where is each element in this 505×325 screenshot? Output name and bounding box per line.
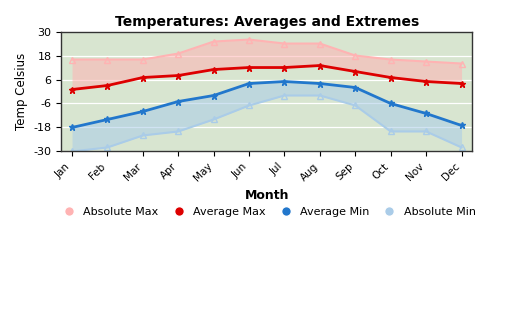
Absolute Min xyxy=(388,130,394,134)
Line: Average Max: Average Max xyxy=(69,62,465,93)
Line: Average Min: Average Min xyxy=(69,78,465,131)
Absolute Min xyxy=(69,150,75,153)
Average Max xyxy=(211,68,217,72)
Absolute Min xyxy=(211,118,217,122)
Absolute Min xyxy=(352,104,359,108)
Absolute Max xyxy=(211,40,217,44)
Absolute Max xyxy=(105,58,111,61)
Absolute Max xyxy=(175,52,181,56)
Average Max xyxy=(140,76,146,80)
Absolute Max xyxy=(69,58,75,61)
Absolute Min xyxy=(317,94,323,98)
Average Min xyxy=(246,82,252,85)
Absolute Min xyxy=(459,146,465,150)
Average Min xyxy=(211,94,217,98)
Average Max xyxy=(175,73,181,77)
Line: Absolute Max: Absolute Max xyxy=(69,37,464,66)
X-axis label: Month: Month xyxy=(244,189,289,202)
Average Max xyxy=(105,84,111,87)
Average Max xyxy=(388,76,394,80)
Average Max xyxy=(423,80,429,84)
Line: Absolute Min: Absolute Min xyxy=(69,93,464,154)
Average Max xyxy=(281,66,287,70)
Absolute Min xyxy=(105,146,111,150)
Average Min xyxy=(317,82,323,85)
Title: Temperatures: Averages and Extremes: Temperatures: Averages and Extremes xyxy=(115,15,419,29)
Absolute Max xyxy=(140,58,146,61)
Average Max xyxy=(317,64,323,68)
Absolute Min xyxy=(423,130,429,134)
Absolute Max xyxy=(246,38,252,42)
Absolute Max xyxy=(281,42,287,46)
Absolute Min xyxy=(281,94,287,98)
Absolute Max xyxy=(388,58,394,61)
Average Min xyxy=(281,80,287,84)
Absolute Max xyxy=(459,61,465,65)
Average Min xyxy=(175,99,181,103)
Average Max xyxy=(69,87,75,91)
Average Min xyxy=(105,118,111,122)
Average Max xyxy=(246,66,252,70)
Average Min xyxy=(69,125,75,129)
Average Min xyxy=(459,124,465,127)
Average Min xyxy=(140,110,146,113)
Absolute Max xyxy=(423,59,429,63)
Absolute Min xyxy=(140,134,146,137)
Legend: Absolute Max, Average Max, Average Min, Absolute Min: Absolute Max, Average Max, Average Min, … xyxy=(53,202,480,221)
Average Min xyxy=(423,111,429,115)
Average Min xyxy=(352,85,359,89)
Absolute Min xyxy=(175,130,181,134)
Absolute Min xyxy=(246,104,252,108)
Y-axis label: Temp Celsius: Temp Celsius xyxy=(15,53,28,130)
Average Min xyxy=(388,101,394,105)
Absolute Max xyxy=(352,54,359,58)
Average Max xyxy=(352,70,359,73)
Absolute Max xyxy=(317,42,323,46)
Average Max xyxy=(459,82,465,85)
